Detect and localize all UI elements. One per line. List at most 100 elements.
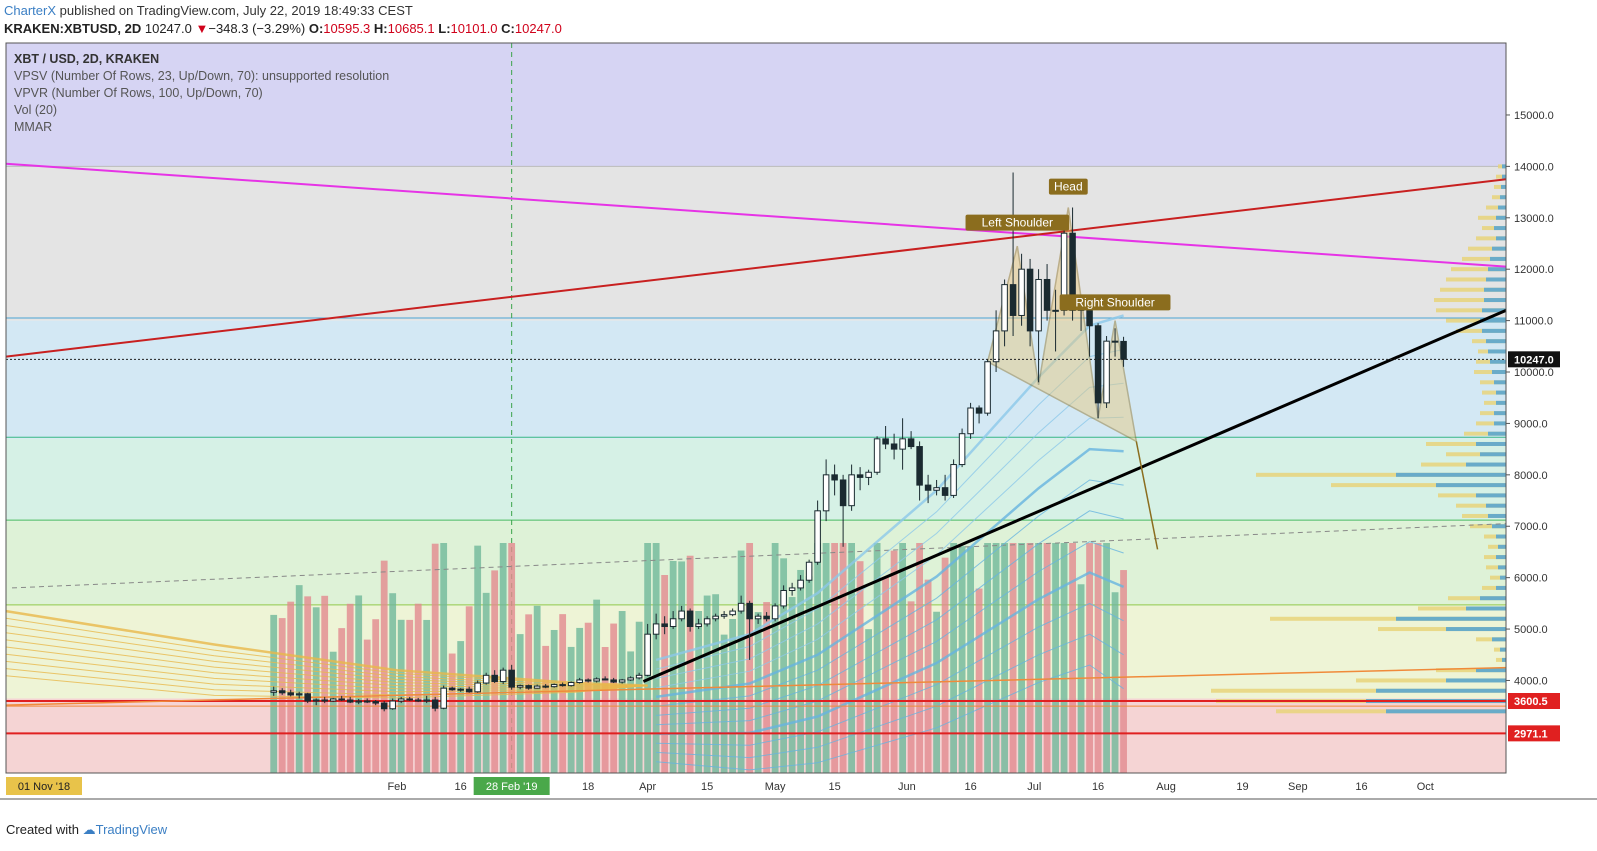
volume-bar bbox=[457, 641, 465, 773]
author-name[interactable]: CharterX bbox=[4, 3, 57, 18]
volume-bar bbox=[618, 611, 626, 773]
x-tick-label: 16 bbox=[964, 781, 976, 793]
vp-bar-up bbox=[1480, 452, 1506, 457]
vp-bar-up bbox=[1488, 267, 1506, 272]
symbol-label: KRAKEN:XBTUSD, 2D bbox=[4, 21, 142, 36]
candle-body bbox=[440, 687, 447, 709]
vp-bar-up bbox=[1492, 370, 1506, 375]
close-label: C: bbox=[501, 21, 515, 36]
mmar-line-old bbox=[5, 639, 648, 688]
candle-body bbox=[712, 615, 719, 620]
vp-bar-up bbox=[1484, 298, 1506, 303]
candle-body bbox=[635, 674, 643, 679]
candle-body bbox=[1094, 325, 1102, 404]
candle-body bbox=[457, 688, 464, 691]
volume-bar bbox=[941, 557, 949, 773]
volume-bar bbox=[610, 623, 618, 773]
vp-bar bbox=[1446, 277, 1506, 282]
volume-bar bbox=[1052, 543, 1059, 773]
tradingview-link[interactable]: TradingView bbox=[95, 822, 168, 837]
volume-bar bbox=[686, 555, 694, 773]
x-tick-label: 28 Feb '19 bbox=[486, 781, 538, 793]
zone-band-0 bbox=[6, 43, 1506, 167]
x-tick-label: Aug bbox=[1156, 781, 1176, 793]
rising-orange-line bbox=[5, 666, 1507, 706]
volume-bar bbox=[440, 543, 448, 773]
x-tick-label: May bbox=[765, 781, 786, 793]
candle-body bbox=[771, 605, 779, 620]
vp-bar-up bbox=[1446, 627, 1506, 632]
candle-body bbox=[338, 698, 345, 701]
volume-bar bbox=[627, 651, 635, 773]
vp-bar-up bbox=[1500, 195, 1506, 200]
volume-bar bbox=[499, 543, 507, 773]
vp-bar-up bbox=[1480, 318, 1506, 323]
volume-bar bbox=[814, 543, 822, 773]
volume-bar bbox=[1094, 543, 1102, 773]
volume-bar bbox=[431, 543, 439, 773]
vp-bar-up bbox=[1476, 441, 1506, 446]
candle-body bbox=[1103, 340, 1110, 404]
candle-body bbox=[856, 474, 864, 478]
price-badge-label: 2971.1 bbox=[1514, 728, 1548, 740]
candle-body bbox=[814, 510, 821, 563]
candle-body bbox=[542, 685, 549, 688]
last-price: 10247.0 bbox=[144, 21, 192, 36]
volume-bar bbox=[780, 558, 788, 773]
vp-bar-up bbox=[1502, 164, 1506, 169]
candle-body bbox=[601, 678, 609, 681]
volume-bar bbox=[950, 543, 957, 773]
vp-bar bbox=[1484, 400, 1506, 405]
volume-bar bbox=[304, 596, 312, 773]
price-badge bbox=[1508, 725, 1560, 742]
vp-bar-up bbox=[1492, 246, 1506, 251]
volume-bar bbox=[380, 560, 388, 773]
vp-bar-up bbox=[1496, 400, 1506, 405]
vp-bar bbox=[1378, 627, 1506, 632]
mmar-line-old bbox=[5, 617, 648, 687]
vp-bar-up bbox=[1498, 565, 1506, 570]
vp-bar bbox=[1211, 688, 1506, 693]
candle-body bbox=[907, 438, 915, 448]
volume-bar bbox=[763, 602, 771, 773]
vp-bar bbox=[1476, 421, 1506, 426]
zone-band-3 bbox=[6, 438, 1506, 522]
volume-profile bbox=[1211, 164, 1506, 714]
vp-bar bbox=[1470, 524, 1506, 529]
vp-bar bbox=[1490, 575, 1506, 580]
vp-bar bbox=[1356, 678, 1506, 683]
volume-bar bbox=[1120, 570, 1127, 773]
candle-body bbox=[406, 698, 413, 701]
vp-bar-up bbox=[1486, 277, 1506, 282]
zone-band-4 bbox=[6, 521, 1506, 606]
vp-bar-up bbox=[1488, 349, 1506, 354]
volume-bar bbox=[1026, 543, 1034, 773]
vp-bar-up bbox=[1486, 503, 1506, 508]
candle-body bbox=[576, 679, 583, 684]
candle-body bbox=[312, 699, 320, 702]
candle-body bbox=[533, 685, 541, 689]
vp-bar bbox=[1492, 195, 1506, 200]
candle-body bbox=[763, 615, 770, 620]
candle-body bbox=[593, 678, 600, 682]
change-arrow: ▼ bbox=[195, 21, 209, 36]
pattern-label-box bbox=[1048, 178, 1088, 195]
candle-body bbox=[1009, 284, 1017, 316]
x-date-badge bbox=[473, 777, 550, 795]
vp-bar bbox=[1484, 555, 1506, 560]
candle-body bbox=[287, 692, 294, 696]
legend-line: Vol (20) bbox=[14, 103, 57, 117]
vp-bar bbox=[1480, 411, 1506, 416]
vp-bar-up bbox=[1466, 606, 1506, 611]
candle-body bbox=[389, 700, 396, 710]
vp-bar bbox=[1331, 483, 1506, 488]
volume-bar bbox=[448, 653, 456, 773]
candle-body bbox=[822, 474, 830, 512]
volume-bar bbox=[712, 594, 720, 773]
vp-bar-up bbox=[1476, 493, 1506, 498]
candle-body bbox=[831, 474, 838, 481]
vp-bar bbox=[1478, 215, 1506, 220]
x-tick-label: Jul bbox=[1027, 781, 1041, 793]
volume-bar bbox=[661, 575, 669, 773]
